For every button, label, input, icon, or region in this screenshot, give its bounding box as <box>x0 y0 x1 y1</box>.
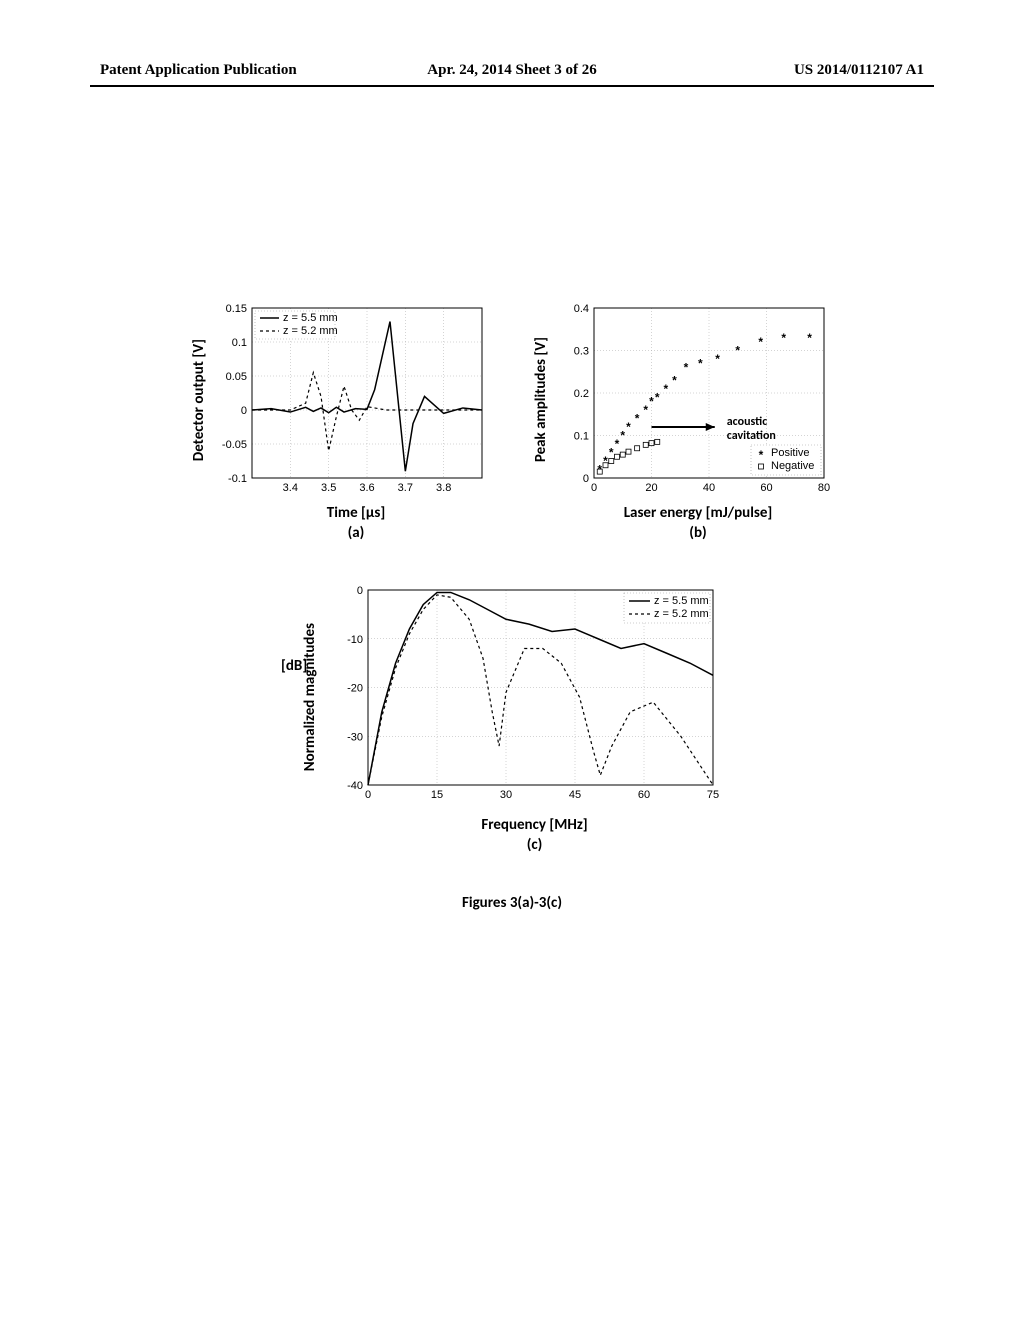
svg-text:*: * <box>655 390 660 404</box>
svg-text:acoustic: acoustic <box>727 415 767 429</box>
svg-text:15: 15 <box>431 789 443 801</box>
svg-text:40: 40 <box>703 482 715 494</box>
svg-text:0.1: 0.1 <box>232 337 247 349</box>
svg-text:60: 60 <box>638 789 650 801</box>
svg-text:0: 0 <box>365 789 371 801</box>
svg-text:0.1: 0.1 <box>574 431 589 443</box>
svg-text:-10: -10 <box>347 634 363 646</box>
svg-text:*: * <box>643 403 648 417</box>
svg-text:z = 5.2 mm: z = 5.2 mm <box>654 608 709 620</box>
svg-text:3.6: 3.6 <box>359 482 374 494</box>
svg-text:3.8: 3.8 <box>436 482 451 494</box>
svg-text:*: * <box>807 331 812 345</box>
panel-c-ylabel-2: [dB] <box>281 657 307 675</box>
figure-caption: Figures 3(a)-3(c) <box>0 894 1024 912</box>
svg-text:*: * <box>715 352 720 366</box>
svg-text:45: 45 <box>569 789 581 801</box>
panel-c-sublabel: (c) <box>301 836 723 854</box>
svg-text:*: * <box>684 361 689 375</box>
svg-text:-20: -20 <box>347 683 363 695</box>
svg-text:3.5: 3.5 <box>321 482 336 494</box>
panel-c-chart: 0 15 30 45 60 75 -40 -30 -20 -10 0 z = 5.5 mmz = 5.… <box>323 582 723 812</box>
svg-text:*: * <box>615 437 620 451</box>
svg-text:0.05: 0.05 <box>226 371 247 383</box>
svg-text:*: * <box>649 395 654 409</box>
svg-text:cavitation: cavitation <box>727 429 776 443</box>
panel-c: Normalized magnitudes 0 15 30 45 60 75 -40 -30 -… <box>301 582 723 854</box>
svg-text:-40: -40 <box>347 780 363 792</box>
svg-text:z = 5.2 mm: z = 5.2 mm <box>283 325 338 337</box>
svg-text:0.3: 0.3 <box>574 346 589 358</box>
svg-text:75: 75 <box>707 789 719 801</box>
svg-text:0.15: 0.15 <box>226 303 247 315</box>
svg-text:*: * <box>609 446 614 460</box>
panel-b-sublabel: (b) <box>532 524 834 542</box>
svg-text:*: * <box>620 429 625 443</box>
svg-text:*: * <box>759 448 764 462</box>
svg-text:3.4: 3.4 <box>283 482 298 494</box>
svg-text:20: 20 <box>645 482 657 494</box>
svg-text:z = 5.5 mm: z = 5.5 mm <box>283 312 338 324</box>
panel-a-sublabel: (a) <box>190 524 492 542</box>
header-right: US 2014/0112107 A1 <box>794 62 924 79</box>
svg-text:Negative: Negative <box>771 460 814 472</box>
svg-text:60: 60 <box>760 482 772 494</box>
svg-text:0: 0 <box>591 482 597 494</box>
panel-b-xlabel: Laser energy [mJ/pulse] <box>532 504 834 522</box>
svg-text:0: 0 <box>583 473 589 485</box>
svg-text:3.7: 3.7 <box>398 482 413 494</box>
svg-text:-0.1: -0.1 <box>228 473 247 485</box>
header-rule <box>90 85 934 87</box>
panel-b-ylabel: Peak amplitudes [V] <box>532 337 550 462</box>
panel-c-ylabel-1: Normalized magnitudes <box>301 623 319 771</box>
svg-text:*: * <box>781 331 786 345</box>
figure-container: Detector output [V] 3.4 3.5 3.6 3.7 3.8 -0.1 -… <box>0 300 1024 912</box>
panel-a-ylabel: Detector output [V] <box>190 339 208 461</box>
svg-text:*: * <box>626 420 631 434</box>
panel-c-xlabel: Frequency [MHz] <box>301 816 723 834</box>
figure-row-top: Detector output [V] 3.4 3.5 3.6 3.7 3.8 -0.1 -… <box>0 300 1024 542</box>
svg-text:*: * <box>758 335 763 349</box>
svg-text:0: 0 <box>357 585 363 597</box>
svg-text:0.4: 0.4 <box>574 303 589 315</box>
svg-text:30: 30 <box>500 789 512 801</box>
svg-text:*: * <box>672 373 677 387</box>
panel-b: Peak amplitudes [V] 0 20 40 60 80 0 0.1 0.2 0.3 0… <box>532 300 834 542</box>
panel-a-chart: 3.4 3.5 3.6 3.7 3.8 -0.1 -0.05 0 0.05 0.1 0.15 z = … <box>212 300 492 500</box>
svg-text:80: 80 <box>818 482 830 494</box>
svg-text:-0.05: -0.05 <box>222 439 247 451</box>
panel-a-xlabel: Time [μs] <box>190 504 492 522</box>
svg-text:*: * <box>603 454 608 468</box>
panel-a: Detector output [V] 3.4 3.5 3.6 3.7 3.8 -0.1 -… <box>190 300 492 542</box>
svg-text:0: 0 <box>241 405 247 417</box>
figure-row-bottom: Normalized magnitudes 0 15 30 45 60 75 -40 -30 -… <box>0 582 1024 854</box>
svg-text:*: * <box>635 412 640 426</box>
svg-text:Positive: Positive <box>771 447 810 459</box>
svg-text:*: * <box>664 382 669 396</box>
svg-text:-30: -30 <box>347 731 363 743</box>
svg-text:*: * <box>698 356 703 370</box>
panel-b-chart: 02040608000.10.20.30.4******************… <box>554 300 834 500</box>
svg-text:0.2: 0.2 <box>574 388 589 400</box>
svg-text:*: * <box>735 344 740 358</box>
page: Patent Application Publication Apr. 24, … <box>0 0 1024 1320</box>
svg-text:z = 5.5 mm: z = 5.5 mm <box>654 595 709 607</box>
